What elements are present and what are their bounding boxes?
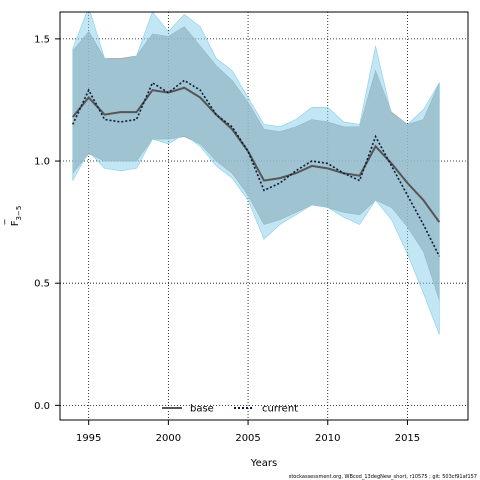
x-axis-title: Years	[250, 458, 277, 469]
footnote: stockassessment.org, WBcod_13degNew_shor…	[289, 474, 477, 480]
svg-text:F3−5: F3−5	[10, 206, 23, 227]
x-tick-label-1: 2000	[156, 433, 181, 444]
x-tick-label-0: 1995	[76, 433, 101, 444]
line-current	[72, 79, 441, 257]
y-tick-label-0: 0.0	[34, 401, 50, 412]
y-tick-label-3: 1.5	[34, 34, 50, 45]
y-axis-title-main: F	[10, 220, 21, 226]
y-axis-title-subscript: 3−5	[15, 206, 23, 221]
line-base	[71, 86, 441, 223]
series-lines	[71, 79, 441, 257]
x-axis: 1995 2000 2005 2010 2015	[76, 420, 420, 444]
legend-label-base: base	[190, 404, 214, 415]
x-tick-label-2: 2005	[235, 433, 260, 444]
y-axis-title: F3−5 ‾	[4, 206, 23, 227]
x-tick-label-3: 2010	[315, 433, 340, 444]
legend-label-current: current	[262, 404, 298, 415]
plot-frame	[59, 11, 469, 421]
x-tick-label-4: 2015	[395, 433, 420, 444]
y-axis-title-overbar: ‾	[4, 219, 15, 226]
y-tick-label-1: 0.5	[34, 279, 50, 290]
y-tick-label-2: 1.0	[34, 157, 50, 168]
y-axis: 0.0 0.5 1.0 1.5	[34, 34, 60, 412]
legend: base current	[162, 404, 298, 415]
